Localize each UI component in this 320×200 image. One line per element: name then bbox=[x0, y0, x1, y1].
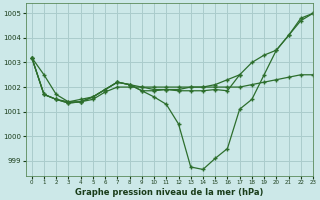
X-axis label: Graphe pression niveau de la mer (hPa): Graphe pression niveau de la mer (hPa) bbox=[75, 188, 264, 197]
